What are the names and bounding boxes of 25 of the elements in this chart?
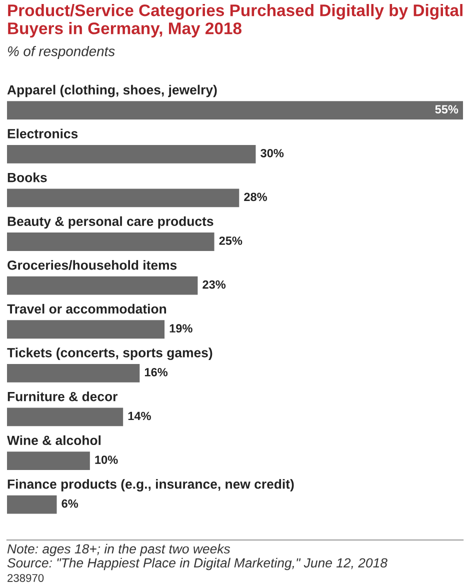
y-tick-label: Groceries/household items bbox=[8, 260, 177, 270]
data-label: 10% bbox=[95, 456, 118, 464]
data-label: 14% bbox=[128, 412, 151, 420]
data-label: 23% bbox=[202, 280, 226, 289]
y-tick-label: Beauty & personal care products bbox=[8, 216, 214, 229]
data-label: 55% bbox=[435, 105, 458, 114]
data-label: 28% bbox=[244, 192, 268, 202]
y-tick-label: Furniture & decor bbox=[8, 392, 118, 402]
y-tick-label: Wine & alcohol bbox=[7, 435, 101, 446]
data-label: 19% bbox=[170, 324, 192, 333]
y-tick-label: Tickets (concerts, sports games) bbox=[7, 348, 212, 360]
y-tick-label: Books bbox=[8, 172, 47, 182]
y-tick-label: Finance products (e.g., insurance, new credit) bbox=[8, 479, 294, 492]
y-tick-label: Travel or accommodation bbox=[7, 304, 166, 314]
text: Note: ages 18+; in the past two weeks bbox=[7, 544, 230, 556]
data-label: 16% bbox=[144, 368, 168, 376]
data-label: 25% bbox=[219, 236, 242, 245]
y-tick-label: Electronics bbox=[8, 128, 78, 138]
data-label: 6% bbox=[62, 499, 78, 508]
data-label: 30% bbox=[260, 148, 284, 158]
chart-title: Product/Service Categories Purchased Digitally by Digital Buyers in Germany, May 2018 bbox=[8, 4, 462, 38]
source-note: Source: "The Happiest Place in Digital Marketing," June 12, 2018 bbox=[7, 558, 388, 570]
y-tick-label: Apparel (clothing, shoes, jewelry) bbox=[7, 84, 217, 98]
chart-subtitle: % of respondents bbox=[8, 46, 115, 59]
text: 238970 bbox=[8, 574, 44, 582]
